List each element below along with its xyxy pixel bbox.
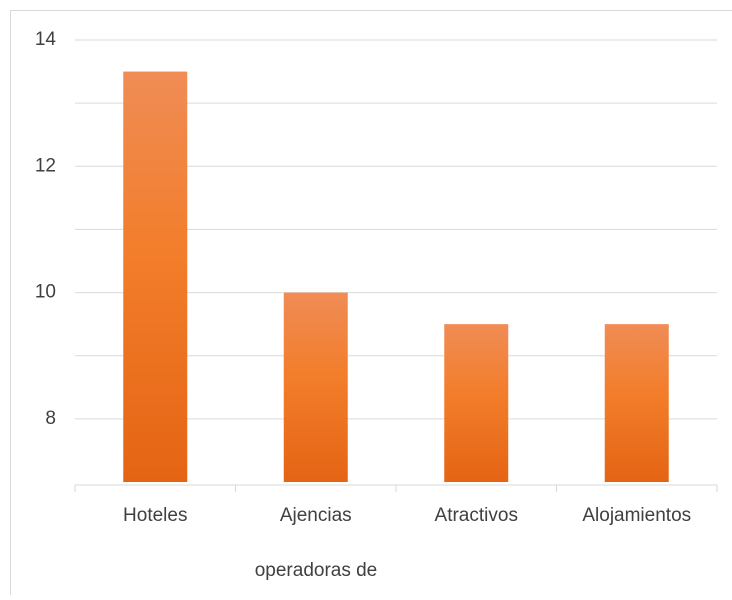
bar (444, 324, 508, 482)
y-tick-label: 12 (35, 155, 56, 176)
x-axis-label: operadoras de (255, 560, 378, 581)
bar (123, 72, 187, 482)
x-tick-label: Atractivos (435, 505, 518, 526)
bar (605, 324, 669, 482)
x-tick-label: Hoteles (123, 505, 187, 526)
bar (284, 293, 348, 482)
y-tick-label: 8 (45, 408, 56, 429)
x-tick-label: Alojamientos (582, 505, 691, 526)
y-tick-label: 14 (35, 29, 57, 50)
y-tick-label: 10 (35, 282, 56, 303)
x-tick-label: Ajencias (280, 505, 352, 526)
